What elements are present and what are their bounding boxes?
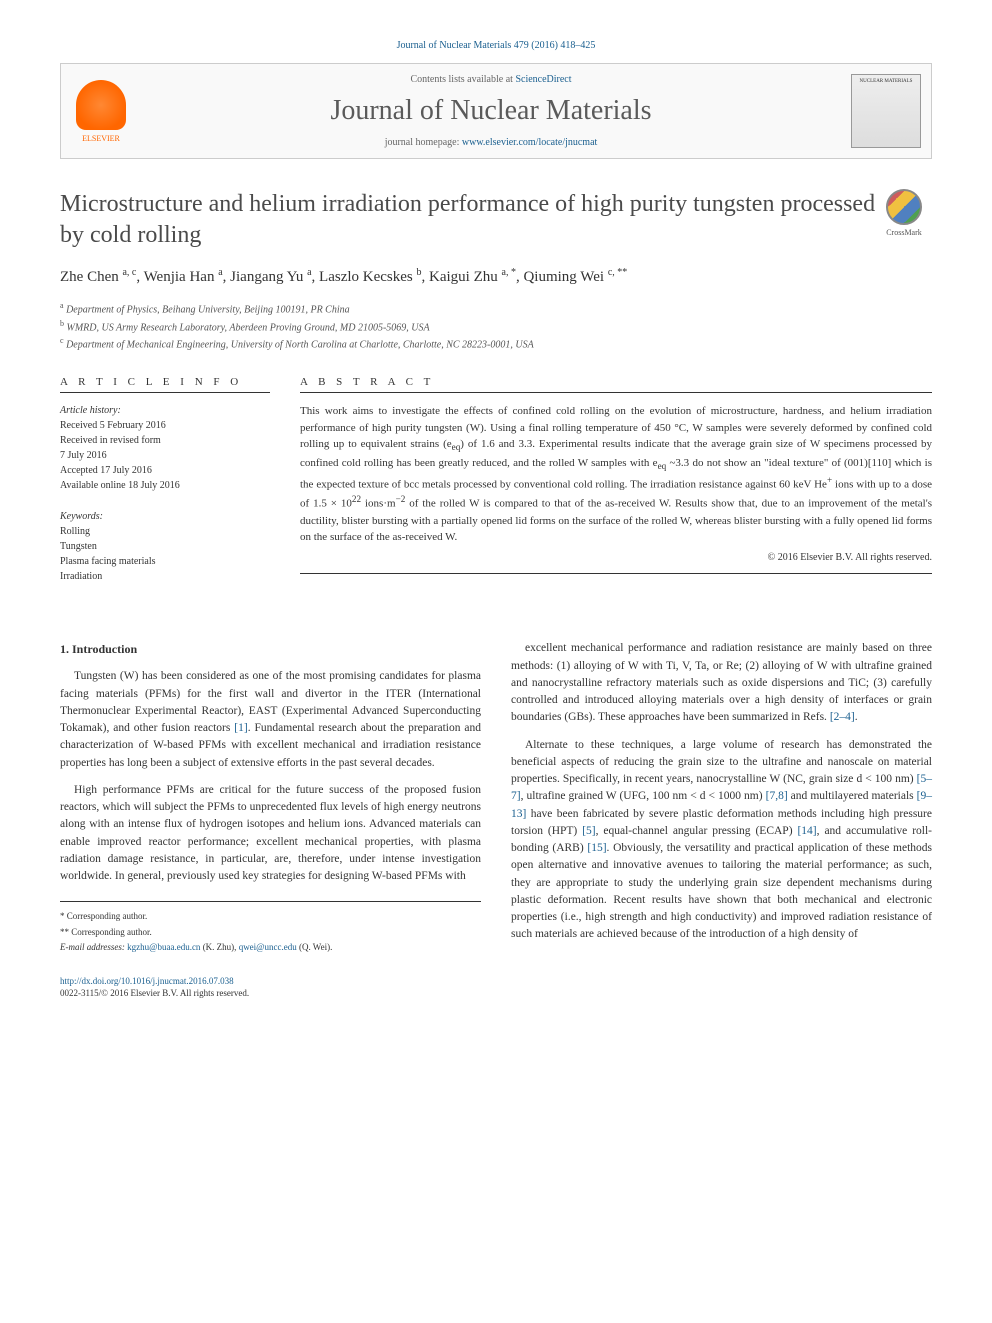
abstract-bottom-rule (300, 573, 932, 574)
paper-title: Microstructure and helium irradiation pe… (60, 189, 876, 251)
ref-link[interactable]: [5–7] (511, 773, 932, 802)
info-abstract-row: A R T I C L E I N F O Article history: R… (60, 376, 932, 600)
journal-cover-thumbnail: NUCLEAR MATERIALS (851, 74, 921, 148)
homepage-link[interactable]: www.elsevier.com/locate/jnucmat (462, 137, 597, 148)
abstract-copyright: © 2016 Elsevier B.V. All rights reserved… (300, 552, 932, 563)
ref-link[interactable]: [5] (582, 825, 595, 837)
sciencedirect-link[interactable]: ScienceDirect (515, 74, 571, 85)
intro-heading: 1. Introduction (60, 640, 481, 658)
email-link-2[interactable]: qwei@uncc.edu (239, 942, 297, 952)
doi-link[interactable]: http://dx.doi.org/10.1016/j.jnucmat.2016… (60, 976, 234, 986)
article-info-col: A R T I C L E I N F O Article history: R… (60, 376, 270, 600)
abstract-text: This work aims to investigate the effect… (300, 392, 932, 545)
title-row: Microstructure and helium irradiation pe… (60, 189, 932, 251)
body-paragraph: Alternate to these techniques, a large v… (511, 737, 932, 944)
crossmark-icon (886, 189, 922, 225)
affiliations: a Department of Physics, Beihang Univers… (60, 300, 932, 352)
header-center: Contents lists available at ScienceDirec… (141, 64, 841, 158)
body-col-left: 1. Introduction Tungsten (W) has been co… (60, 640, 481, 1000)
email-addresses: E-mail addresses: kgzhu@buaa.edu.cn (K. … (60, 941, 481, 955)
footnotes: * Corresponding author. ** Corresponding… (60, 901, 481, 955)
citation-line: Journal of Nuclear Materials 479 (2016) … (60, 40, 932, 51)
ref-link[interactable]: [9–13] (511, 790, 932, 819)
ref-link[interactable]: [14] (797, 825, 816, 837)
ref-link[interactable]: [7,8] (766, 790, 788, 802)
authors-line: Zhe Chen a, c, Wenjia Han a, Jiangang Yu… (60, 267, 932, 286)
elsevier-tree-icon (76, 80, 126, 130)
ref-link[interactable]: [15] (587, 842, 606, 854)
keywords-block: Keywords: RollingTungstenPlasma facing m… (60, 509, 270, 584)
ref-link[interactable]: [1] (234, 722, 247, 734)
article-history: Article history: Received 5 February 201… (60, 392, 270, 493)
keyword-item: Rolling (60, 524, 270, 539)
abstract-col: A B S T R A C T This work aims to invest… (300, 376, 932, 600)
journal-header: ELSEVIER Contents lists available at Sci… (60, 63, 932, 159)
abstract-heading: A B S T R A C T (300, 376, 932, 388)
ref-link[interactable]: [2–4] (830, 711, 855, 723)
body-col-right: excellent mechanical performance and rad… (511, 640, 932, 1000)
body-paragraph: excellent mechanical performance and rad… (511, 640, 932, 726)
keyword-item: Plasma facing materials (60, 554, 270, 569)
doi-block: http://dx.doi.org/10.1016/j.jnucmat.2016… (60, 975, 481, 1000)
contents-line: Contents lists available at ScienceDirec… (141, 74, 841, 85)
email-link-1[interactable]: kgzhu@buaa.edu.cn (127, 942, 200, 952)
publisher-label: ELSEVIER (82, 134, 120, 143)
body-paragraph: Tungsten (W) has been considered as one … (60, 668, 481, 772)
keyword-item: Irradiation (60, 569, 270, 584)
elsevier-logo: ELSEVIER (61, 64, 141, 158)
article-info-heading: A R T I C L E I N F O (60, 376, 270, 388)
keyword-item: Tungsten (60, 539, 270, 554)
body-paragraph: High performance PFMs are critical for t… (60, 782, 481, 886)
crossmark-badge[interactable]: CrossMark (876, 189, 932, 237)
homepage-line: journal homepage: www.elsevier.com/locat… (141, 137, 841, 148)
journal-name: Journal of Nuclear Materials (141, 95, 841, 127)
body-columns: 1. Introduction Tungsten (W) has been co… (60, 640, 932, 1000)
